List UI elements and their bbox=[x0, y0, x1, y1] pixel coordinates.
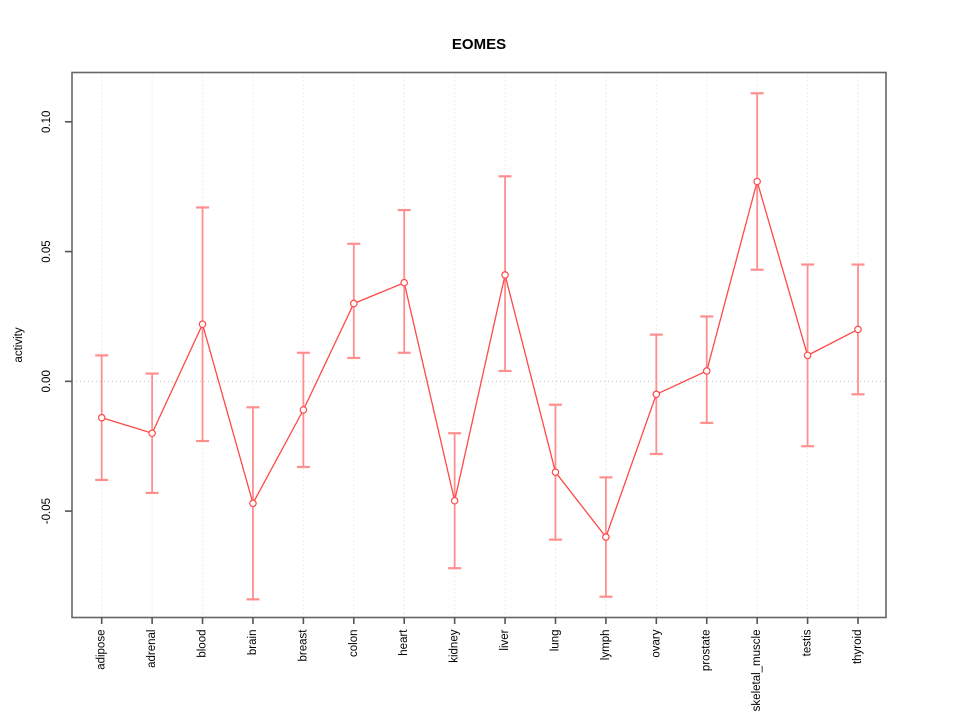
data-point bbox=[148, 429, 156, 438]
plot-frame bbox=[71, 71, 887, 619]
x-tick-label: adipose bbox=[96, 630, 108, 670]
x-tick-label: lung bbox=[549, 630, 561, 652]
data-point bbox=[198, 320, 207, 329]
data-point bbox=[349, 299, 358, 308]
data-point bbox=[602, 533, 610, 541]
x-tick-label: adrenal bbox=[146, 630, 158, 668]
data-point bbox=[803, 351, 812, 360]
x-tick-label: liver bbox=[499, 629, 511, 650]
data-point bbox=[702, 367, 711, 375]
y-tick-label: 0.05 bbox=[41, 240, 53, 262]
data-point bbox=[450, 496, 459, 505]
data-point bbox=[753, 177, 761, 186]
data-point bbox=[551, 468, 560, 476]
x-tick-label: kidney bbox=[449, 629, 461, 662]
data-point bbox=[400, 278, 409, 287]
y-axis-label: activity bbox=[13, 327, 25, 362]
chart-title: EOMES bbox=[452, 36, 506, 53]
x-tick-label: heart bbox=[398, 629, 410, 656]
x-tick-label: skeletal_muscle bbox=[751, 630, 763, 712]
x-tick-label: brain bbox=[247, 630, 259, 656]
data-point bbox=[652, 390, 661, 399]
data-point bbox=[97, 413, 106, 422]
x-tick-label: colon bbox=[348, 630, 360, 658]
x-tick-label: testis bbox=[802, 629, 814, 656]
y-tick-label: -0.05 bbox=[41, 498, 53, 524]
x-tick-label: lymph bbox=[600, 630, 612, 661]
x-tick-label: blood bbox=[197, 630, 209, 658]
x-tick-label: breast bbox=[297, 629, 309, 662]
data-point bbox=[249, 499, 257, 508]
plot-content: -0.05 0.00 0.05 0.10 adipose adrenal blood brai… bbox=[41, 71, 887, 712]
x-tick-label: thyroid bbox=[852, 630, 864, 665]
y-tick-label: 0.10 bbox=[41, 111, 53, 133]
data-point bbox=[854, 325, 862, 334]
data-point bbox=[299, 406, 308, 414]
x-tick-label: ovary bbox=[650, 629, 662, 657]
data-point bbox=[501, 271, 509, 279]
y-tick-label: 0.00 bbox=[41, 370, 53, 392]
x-tick-label: prostate bbox=[701, 630, 713, 672]
series-line bbox=[101, 179, 859, 539]
